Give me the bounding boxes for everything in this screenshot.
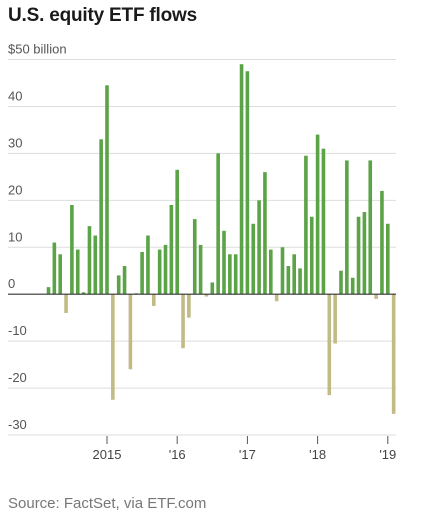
bar — [233, 254, 238, 295]
bar — [204, 294, 209, 297]
bar — [75, 249, 80, 295]
bar — [52, 242, 57, 295]
bar — [216, 153, 220, 295]
bar — [350, 277, 355, 295]
bar — [298, 268, 302, 295]
bar — [122, 266, 127, 295]
bar — [169, 205, 174, 295]
y-tick-label: -30 — [8, 417, 27, 432]
bar — [140, 251, 144, 295]
y-tick-label: 30 — [8, 135, 22, 150]
x-tick-label: 2015 — [93, 447, 122, 462]
bar — [163, 244, 168, 295]
x-tick-label: '17 — [239, 447, 256, 462]
source-note: Source: FactSet, via ETF.com — [8, 495, 207, 512]
bar — [146, 235, 150, 295]
bar — [116, 275, 121, 295]
bar — [192, 219, 197, 295]
bar — [251, 223, 256, 295]
bar — [309, 216, 314, 295]
bar — [111, 294, 115, 400]
bar — [374, 294, 378, 299]
y-tick-label: 20 — [8, 182, 22, 197]
x-tick-label: '16 — [169, 447, 186, 462]
bar — [228, 254, 232, 295]
etf-flows-chart: $50 billion 40 30 20 10 0 -10 -20 -30 2015 '16 '17 '… — [8, 42, 396, 462]
y-tick-label: $50 billion — [8, 42, 67, 57]
bar — [304, 155, 308, 295]
bar — [87, 226, 92, 295]
bar — [152, 294, 156, 306]
bar — [368, 160, 373, 295]
bar — [386, 223, 390, 295]
bar — [181, 294, 185, 349]
bar — [239, 64, 244, 295]
bar — [269, 249, 273, 295]
y-tick-label: 0 — [8, 276, 15, 291]
y-tick-label: 10 — [8, 229, 22, 244]
bar — [198, 244, 203, 295]
bar — [315, 134, 320, 295]
bar — [345, 160, 349, 295]
bar — [292, 254, 296, 295]
x-tick-label: '18 — [309, 447, 326, 462]
bar — [356, 216, 361, 295]
bar — [157, 249, 162, 295]
chart-title: U.S. equity ETF flows — [8, 5, 197, 26]
y-tick-label: -20 — [8, 370, 27, 385]
bar — [339, 270, 343, 295]
bar — [280, 247, 285, 295]
bar — [46, 287, 51, 295]
bar — [391, 294, 396, 414]
bar — [245, 71, 250, 295]
bar — [333, 294, 337, 344]
bar — [263, 172, 267, 295]
bar — [210, 282, 215, 295]
bar — [70, 205, 74, 295]
y-tick-label: -10 — [8, 323, 27, 338]
bar — [274, 294, 279, 302]
bar — [327, 294, 332, 396]
bar — [93, 235, 98, 295]
bar — [128, 294, 133, 370]
x-tick-label: '19 — [379, 447, 396, 462]
bar — [105, 85, 109, 295]
bar — [64, 294, 68, 313]
bar — [99, 139, 103, 295]
y-tick-label: 40 — [8, 88, 22, 103]
bar — [380, 190, 384, 295]
bar — [286, 266, 291, 295]
bar — [58, 254, 62, 295]
bar — [362, 212, 367, 295]
bar — [175, 169, 179, 295]
bar — [81, 292, 86, 295]
bar — [187, 294, 191, 318]
bar — [321, 148, 326, 295]
bar — [257, 200, 261, 295]
bar — [222, 230, 226, 295]
